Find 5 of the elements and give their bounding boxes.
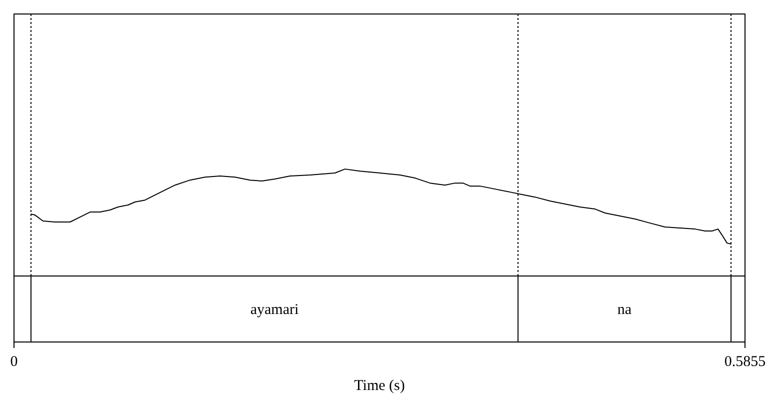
x-tick-label: 0.5855 — [724, 354, 766, 370]
x-axis-title: Time (s) — [354, 378, 405, 394]
x-tick-label: 0 — [10, 354, 18, 370]
text: na — [617, 302, 632, 318]
text: ayamari — [250, 302, 299, 318]
